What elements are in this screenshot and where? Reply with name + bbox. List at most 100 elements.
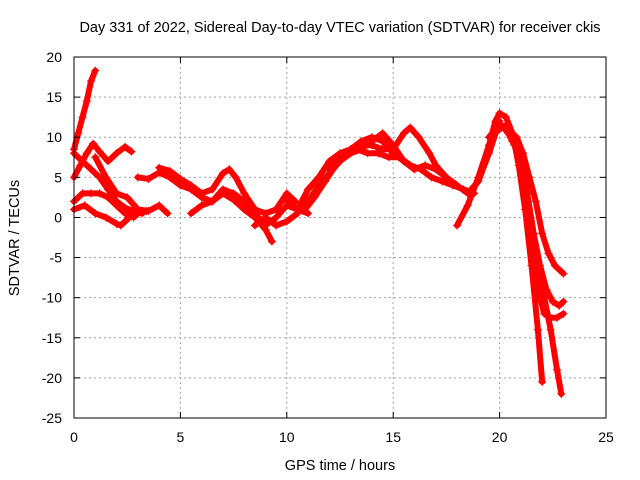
- data-point: [548, 297, 557, 306]
- data-point: [399, 157, 408, 166]
- y-tick-label: 0: [54, 209, 62, 225]
- series-arc1: [70, 66, 100, 154]
- data-point: [87, 165, 96, 174]
- data-point: [514, 149, 523, 158]
- y-tick-label: 10: [46, 129, 62, 145]
- data-point: [525, 173, 534, 182]
- plot-frame: [73, 56, 607, 419]
- data-point: [310, 193, 319, 202]
- data-point: [82, 97, 91, 106]
- data-point: [304, 185, 313, 194]
- data-point: [531, 197, 540, 206]
- data-point: [282, 197, 291, 206]
- data-point: [399, 129, 408, 138]
- x-tick-label: 20: [492, 429, 508, 445]
- data-point: [367, 133, 376, 142]
- data-point: [78, 189, 87, 198]
- data-point: [112, 149, 121, 158]
- series-arc16: [495, 121, 568, 322]
- data-point: [427, 173, 436, 182]
- data-point: [112, 189, 121, 198]
- y-axis-label: SDTVAR / TECUs: [7, 180, 23, 296]
- data-point: [314, 173, 323, 182]
- data-point: [176, 174, 185, 183]
- y-tick-label: -5: [50, 250, 63, 266]
- data-point: [78, 157, 87, 166]
- data-point: [508, 129, 517, 138]
- data-point: [240, 189, 249, 198]
- data-point: [144, 207, 153, 216]
- data-point: [144, 174, 153, 183]
- series-arc17: [512, 133, 568, 278]
- data-point: [431, 165, 440, 174]
- data-point: [367, 141, 376, 150]
- data-point: [410, 165, 419, 174]
- data-point: [495, 109, 504, 118]
- data-point: [527, 221, 536, 230]
- data-point: [553, 365, 562, 374]
- data-point: [550, 261, 559, 270]
- x-tick-label: 10: [279, 429, 295, 445]
- data-point: [82, 149, 91, 158]
- y-tick-label: 5: [54, 169, 62, 185]
- data-point: [282, 189, 291, 198]
- data-point: [521, 181, 530, 190]
- data-point: [282, 217, 291, 226]
- data-point: [155, 163, 164, 172]
- data-point: [218, 169, 227, 178]
- data-point: [414, 133, 423, 142]
- data-point: [104, 157, 113, 166]
- data-point: [559, 269, 568, 278]
- data-point: [91, 153, 100, 162]
- data-point: [74, 129, 83, 138]
- data-point: [229, 189, 238, 198]
- data-point: [272, 213, 281, 222]
- series-arc6: [91, 153, 172, 218]
- data-point: [95, 189, 104, 198]
- data-point: [293, 205, 302, 214]
- data-point: [187, 209, 196, 218]
- data-point: [125, 213, 134, 222]
- data-point: [346, 145, 355, 154]
- data-point: [231, 173, 240, 182]
- data-point: [378, 129, 387, 138]
- data-point: [187, 181, 196, 190]
- data-point: [540, 293, 549, 302]
- data-point: [197, 189, 206, 198]
- data-point: [163, 209, 172, 218]
- data-point: [272, 205, 281, 214]
- data-point: [123, 193, 132, 202]
- data-point: [87, 77, 96, 86]
- data-point: [453, 181, 462, 190]
- x-tick-label: 5: [177, 429, 185, 445]
- data-point: [484, 133, 493, 142]
- data-point: [299, 207, 308, 216]
- data-point: [272, 221, 281, 230]
- data-point: [384, 153, 393, 162]
- data-point: [95, 147, 104, 156]
- data-point: [121, 142, 130, 151]
- data-point: [87, 189, 96, 198]
- data-point: [512, 133, 521, 142]
- data-point: [442, 173, 451, 182]
- data-point: [250, 209, 259, 218]
- data-point: [261, 213, 270, 222]
- series-line: [71, 67, 99, 153]
- data-point: [218, 185, 227, 194]
- data-point: [165, 166, 174, 175]
- data-point: [421, 161, 430, 170]
- data-point: [80, 201, 89, 210]
- data-point: [91, 209, 100, 218]
- data-point: [240, 205, 249, 214]
- data-point: [78, 113, 87, 122]
- data-point: [501, 121, 510, 130]
- x-tick-label: 15: [385, 429, 401, 445]
- data-point: [101, 213, 110, 222]
- series-line: [283, 124, 461, 213]
- axis-ticks: 0 5 10 15 20 25 -25 -20 -15 -10 -5 0 5 10 15 20: [42, 49, 614, 445]
- data-point: [104, 193, 113, 202]
- data-point: [127, 147, 136, 156]
- data-point: [474, 173, 483, 182]
- grid-lines: [74, 57, 606, 418]
- data-point: [208, 197, 217, 206]
